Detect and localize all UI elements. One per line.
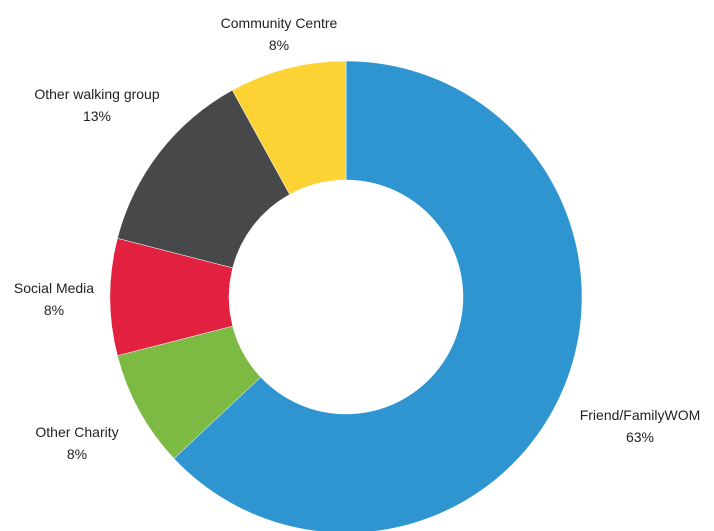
slice-label-other-walking-group: Other walking group (34, 86, 160, 102)
slice-label-friend-familywom: Friend/FamilyWOM (580, 407, 701, 423)
slice-friend-familywom (173, 60, 583, 531)
slice-label-social-media: Social Media (14, 280, 94, 296)
slice-label-community-centre: Community Centre (221, 15, 338, 31)
slice-value-community-centre: 8% (269, 37, 289, 53)
slice-label-other-charity: Other Charity (35, 424, 118, 440)
slice-community-centre (231, 60, 347, 195)
slice-value-other-charity: 8% (67, 446, 87, 462)
slice-value-social-media: 8% (44, 302, 64, 318)
labels-layer: Friend/FamilyWOM 63% Other Charity 8% Social… (14, 15, 700, 462)
slice-other-walking-group (117, 89, 290, 269)
slice-value-friend-familywom: 63% (626, 429, 654, 445)
slice-value-other-walking-group: 13% (83, 108, 111, 124)
slices-layer (109, 60, 583, 531)
